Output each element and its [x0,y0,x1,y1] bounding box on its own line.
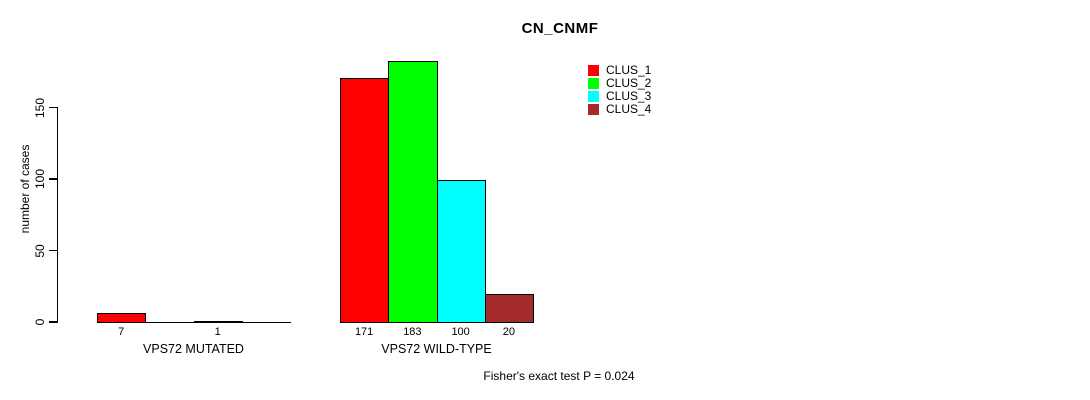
legend-item-clus-4: CLUS_4 [588,103,651,116]
y-axis-tick [48,249,58,252]
category-label-vps72-wild-type: VPS72 WILD-TYPE [381,342,492,356]
bar-value-label: 1 [214,326,221,338]
y-axis-tick [48,106,58,109]
legend-swatch-clus-2 [588,78,599,89]
bar-clus-1-vps72-wild-type [340,78,390,323]
legend-item-clus-1: CLUS_1 [588,64,651,77]
bar-clus-4-vps72-wild-type [484,294,534,323]
legend-swatch-clus-1 [588,65,599,76]
bar-value-label: 20 [502,326,515,338]
bar-value-label: 100 [451,326,470,338]
y-axis-tick [48,321,58,323]
legend-label: CLUS_4 [606,102,652,116]
y-axis-line [57,107,59,322]
legend-item-clus-2: CLUS_2 [588,77,651,90]
y-axis-tick-label: 150 [33,97,47,118]
legend-swatch-clus-4 [588,104,599,115]
legend-label: CLUS_3 [606,89,652,103]
legend-swatch-clus-3 [588,91,599,102]
legend-label: CLUS_1 [606,63,652,77]
stat-annotation: Fisher's exact test P = 0.024 [483,369,635,383]
chart-title: CN_CNMF [521,20,599,37]
y-axis-tick-label: 0 [33,318,47,326]
legend-item-clus-3: CLUS_3 [588,90,651,103]
y-axis-tick [48,178,58,180]
bar-value-label: 7 [118,326,125,338]
bar-clus-3-vps72-mutated [193,321,243,323]
legend: CLUS_1 CLUS_2 CLUS_3 CLUS_4 [588,64,651,116]
bar-value-label: 171 [354,326,374,338]
bar-clus-1-vps72-mutated [97,312,147,323]
legend-label: CLUS_2 [606,76,652,90]
category-label-vps72-mutated: VPS72 MUTATED [143,342,244,356]
bar-clus-3-vps72-wild-type [436,180,486,323]
y-axis-tick-label: 100 [33,168,47,190]
bar-value-label: 183 [403,326,422,338]
y-axis-tick-label: 50 [33,243,47,258]
y-axis-label: number of cases [18,144,32,234]
bar-clus-2-vps72-wild-type [388,61,438,323]
